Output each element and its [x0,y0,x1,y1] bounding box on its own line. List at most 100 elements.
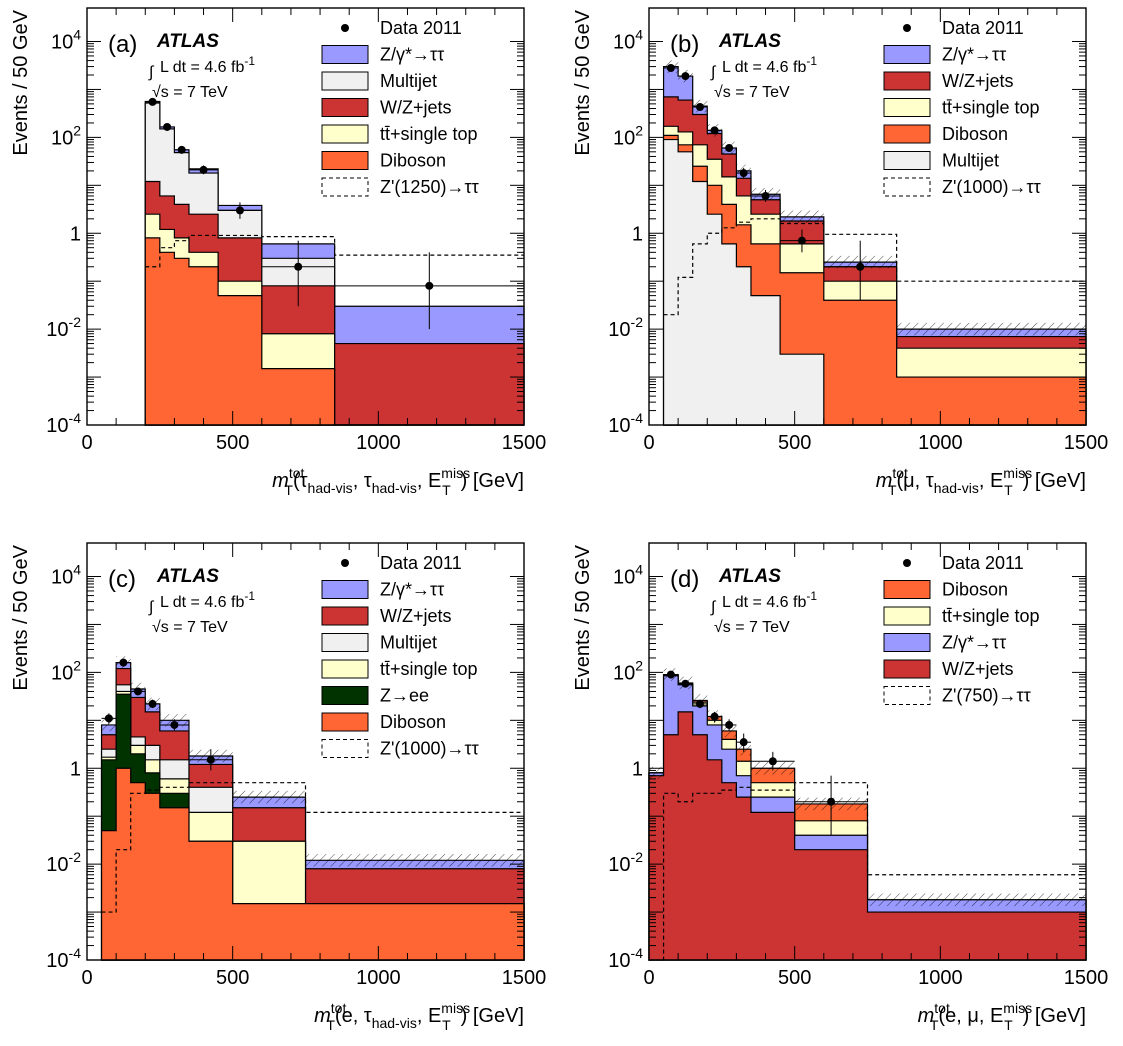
signal-line [649,782,1086,961]
sqrts-label: √s = 7 TeV [714,619,790,636]
legend-swatch-ztautau [883,45,931,64]
y-axis-label: Events / 50 GeV [572,544,594,690]
x-tick-label: 1000 [918,432,963,454]
uncertainty-band [305,854,524,867]
legend-label: Z'(750)→ττ [942,686,1031,706]
legend-label: Z/γ*→ττ [380,45,444,65]
y-axis-label: Events / 50 GeV [10,544,32,690]
x-tick-label: 0 [81,432,92,454]
legend-label: Diboson [380,712,446,732]
data-point [725,144,734,153]
y-tick-label: 102 [51,657,81,684]
panel-tag: (c) [108,566,136,593]
legend-label: tt̄+single top [380,659,478,679]
y-tick-label: 1 [70,223,81,245]
legend-swatch-wzjets [883,659,931,679]
data-point [761,191,770,200]
legend-swatch-ttbar [883,98,931,117]
signal-line [663,218,1086,316]
legend-label: Diboson [942,124,1008,144]
sqrts-label: √s = 7 TeV [152,84,228,101]
x-tick-label: 1500 [502,432,547,454]
x-tick-label: 1500 [1064,967,1109,989]
chart-panel: 10-4 10-2 1 102 104 0 500 1000 1500 Events / 50 G… [572,7,1109,498]
legend-label: W/Z+jets [942,71,1014,91]
legend-label: Data 2011 [380,18,462,38]
panel-tag: (d) [670,566,699,593]
sqrts-label: √s = 7 TeV [152,619,228,636]
y-tick-label: 10-2 [608,314,643,341]
data-point [206,755,215,764]
y-tick-label: 10-4 [46,410,81,437]
data-point [177,145,186,154]
y-tick-label: 104 [51,27,81,54]
data-point [725,720,734,729]
legend-label: Multijet [380,633,437,653]
integral-symbol: ∫ [148,599,155,616]
panel-tag: (a) [108,31,137,58]
legend-swatch-signal [883,177,931,197]
data-point [739,169,748,178]
y-tick-label: 10-4 [608,945,643,972]
lumi-label: L dt = 4.6 fb-1 [722,54,817,76]
legend-label: tt̄+single top [942,98,1040,118]
plot-frame [86,7,525,426]
data-point [768,757,777,766]
legend-swatch-multijet [883,151,931,170]
atlas-label: ATLAS [156,566,219,587]
legend-swatch-wzjets [321,606,369,626]
integral-symbol: ∫ [710,64,717,81]
legend-label: W/Z+jets [942,659,1014,679]
y-tick-label: 1 [70,758,81,780]
legend-label: Z'(1000)→ττ [942,177,1041,197]
legend-label: Diboson [942,580,1008,600]
legend-label: Multijet [942,151,999,171]
legend-label: Z/γ*→ττ [942,633,1006,653]
legend-label: Data 2011 [380,553,462,573]
y-tick-label: 10-4 [608,410,643,437]
legend-swatch-zee [321,686,369,705]
legend-label: Z'(1000)→ττ [380,739,479,759]
legend-swatch-diboson [321,712,369,732]
y-tick-label: 10-2 [46,314,81,341]
y-tick-label: 104 [613,27,643,54]
legend-swatch-signal [321,177,369,197]
chart-panel: 10-4 10-2 1 102 104 0 500 1000 1500 Events / 50 G… [10,542,547,1033]
legend-marker-data [341,559,349,567]
legend-swatch-multijet [321,71,369,91]
data-point [695,103,704,112]
uncertainty-band [101,718,117,732]
x-tick-label: 500 [216,967,249,989]
data-point [827,797,836,806]
uncertainty-band [896,322,1086,336]
chart-panel: 10-4 10-2 1 102 104 0 500 1000 1500 Events / 50 G… [572,542,1109,1033]
plot-frame [648,7,1087,426]
legend-swatch-diboson [883,124,931,144]
stack-diboson [100,767,525,961]
plot-frame [648,542,1087,961]
sqrts-label: √s = 7 TeV [714,84,790,101]
data-point [695,699,704,708]
stack-diboson [144,237,524,426]
x-tick-label: 1500 [1064,432,1109,454]
data-point [666,64,675,73]
legend-label: Z→ee [380,686,429,706]
x-tick-label: 1500 [502,967,547,989]
data-point [104,714,113,723]
y-tick-label: 10-2 [608,849,643,876]
data-point [681,679,690,688]
legend-label: Z/γ*→ττ [380,580,444,600]
y-tick-label: 1 [632,758,643,780]
data-point [710,712,719,721]
lumi-label: L dt = 4.6 fb-1 [722,589,817,611]
data-point [163,122,172,131]
x-tick-label: 500 [778,432,811,454]
y-axis-label: Events / 50 GeV [10,9,32,155]
y-tick-label: 104 [613,562,643,589]
uncertainty-band [780,210,824,224]
y-tick-label: 102 [613,122,643,149]
legend-swatch-multijet [321,633,369,652]
legend-label: Diboson [380,151,446,171]
legend-label: Data 2011 [942,18,1024,38]
uncertainty-band [232,790,306,804]
